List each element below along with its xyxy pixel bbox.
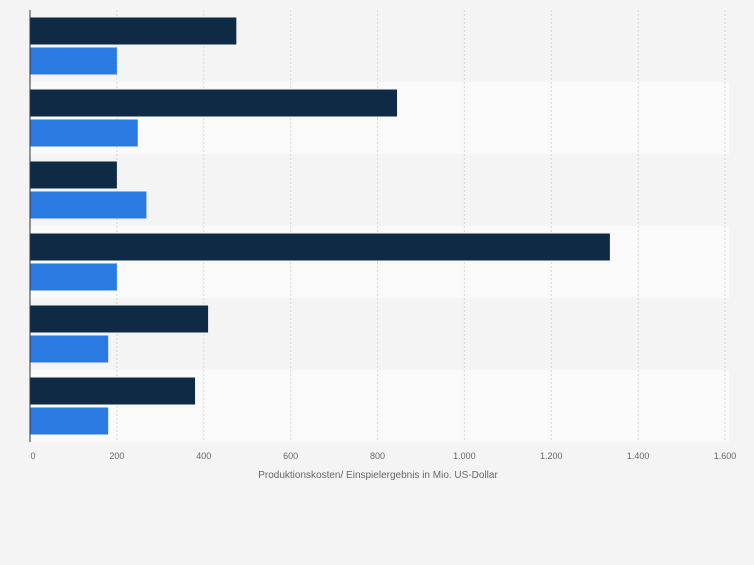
- bar-produktionskosten: [30, 377, 196, 405]
- x-tick-label: 0: [30, 451, 35, 461]
- bar-einspielergebnis: [30, 191, 147, 219]
- row-band: [30, 154, 729, 226]
- bars: [30, 17, 610, 435]
- bar-produktionskosten: [30, 89, 398, 117]
- x-tick-label: 800: [370, 451, 385, 461]
- x-tick-label: 1.600: [714, 451, 737, 461]
- x-tick-label: 1.000: [453, 451, 476, 461]
- bar-einspielergebnis: [30, 335, 109, 363]
- x-axis: 0 200 400 600 800 1.000 1.200 1.400 1.600: [29, 10, 737, 461]
- x-tick-label: 200: [109, 451, 124, 461]
- bar-produktionskosten: [30, 233, 610, 261]
- bar-produktionskosten: [30, 305, 209, 333]
- bar-einspielergebnis: [30, 407, 109, 435]
- bar-einspielergebnis: [30, 263, 117, 291]
- row-bands: [30, 10, 729, 442]
- bar-produktionskosten: [30, 161, 117, 189]
- bar-einspielergebnis: [30, 119, 138, 147]
- bar-produktionskosten: [30, 17, 237, 45]
- x-tick-label: 600: [283, 451, 298, 461]
- bar-einspielergebnis: [30, 47, 117, 75]
- x-tick-label: 400: [196, 451, 211, 461]
- gridlines: [116, 10, 726, 442]
- x-tick-label: 1.400: [627, 451, 650, 461]
- x-axis-label: Produktionskosten/ Einspielergebnis in M…: [258, 470, 498, 481]
- x-tick-label: 1.200: [540, 451, 563, 461]
